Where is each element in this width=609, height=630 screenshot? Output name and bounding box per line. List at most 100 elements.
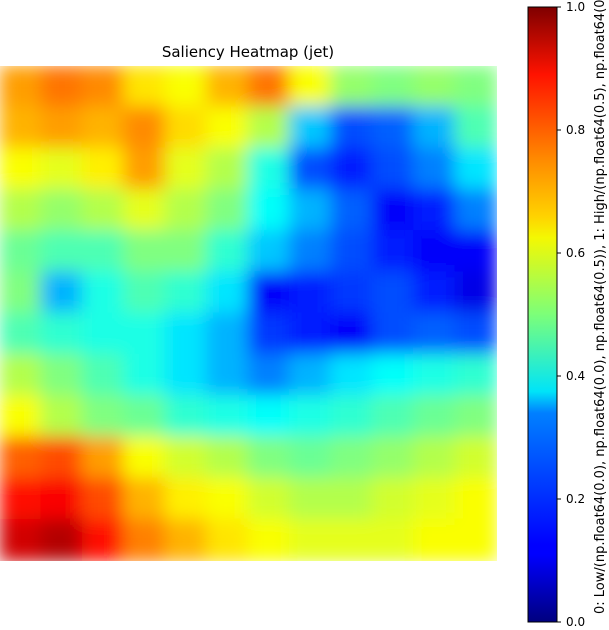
heatmap-cell	[288, 518, 333, 561]
heatmap-cell	[413, 518, 457, 561]
heatmap-cell	[330, 436, 374, 480]
heatmap-cell	[81, 518, 126, 561]
heatmap-cell	[0, 477, 43, 521]
heatmap-cell	[0, 188, 43, 232]
heatmap-cell	[371, 271, 416, 315]
heatmap-cell	[40, 66, 84, 109]
heatmap-cell	[123, 518, 167, 561]
heatmap-cell	[206, 147, 250, 191]
heatmap-cell	[164, 106, 209, 150]
heatmap-cell	[164, 271, 209, 315]
heatmap-cell	[288, 66, 333, 109]
heatmap-cell	[288, 147, 333, 191]
heatmap-cell	[40, 106, 84, 150]
heatmap-cell	[413, 353, 457, 397]
heatmap-cell	[206, 518, 250, 561]
heatmap-cell	[164, 477, 209, 521]
heatmap-cell	[81, 312, 126, 356]
heatmap-cell	[164, 66, 209, 109]
heatmap-cell	[247, 66, 291, 109]
heatmap-cell	[164, 312, 209, 356]
heatmap-cell	[0, 147, 43, 191]
heatmap-cell	[164, 518, 209, 561]
heatmap-cell	[454, 147, 497, 191]
heatmap-cell	[330, 66, 374, 109]
heatmap-cell	[0, 230, 43, 274]
heatmap-cell	[206, 271, 250, 315]
heatmap-cell	[247, 518, 291, 561]
heatmap-cell	[371, 106, 416, 150]
heatmap-plot-area	[0, 66, 497, 561]
heatmap-cell	[0, 271, 43, 315]
heatmap-cell	[81, 188, 126, 232]
heatmap-cell	[454, 312, 497, 356]
heatmap-cell	[40, 436, 84, 480]
heatmap-cell	[123, 147, 167, 191]
heatmap-cells	[0, 66, 497, 561]
heatmap-cell	[413, 271, 457, 315]
heatmap-cell	[288, 106, 333, 150]
heatmap-cell	[81, 230, 126, 274]
heatmap-cell	[371, 518, 416, 561]
heatmap-cell	[454, 436, 497, 480]
heatmap-cell	[454, 230, 497, 274]
heatmap-cell	[330, 477, 374, 521]
heatmap-cell	[0, 106, 43, 150]
heatmap-cell	[247, 271, 291, 315]
heatmap-cell	[81, 106, 126, 150]
heatmap-cell	[247, 353, 291, 397]
heatmap-cell	[330, 312, 374, 356]
heatmap-cell	[371, 436, 416, 480]
heatmap-cell	[81, 436, 126, 480]
heatmap-cell	[413, 106, 457, 150]
heatmap-cell	[330, 518, 374, 561]
heatmap-cell	[413, 436, 457, 480]
heatmap-cell	[371, 230, 416, 274]
heatmap-cell	[0, 395, 43, 439]
heatmap-cell	[288, 353, 333, 397]
heatmap-cell	[40, 271, 84, 315]
heatmap-cell	[40, 312, 84, 356]
heatmap-cell	[413, 188, 457, 232]
heatmap-cell	[164, 147, 209, 191]
heatmap-cell	[247, 436, 291, 480]
heatmap-cell	[123, 353, 167, 397]
heatmap-cell	[330, 188, 374, 232]
heatmap-cell	[247, 147, 291, 191]
heatmap-cell	[247, 230, 291, 274]
heatmap-cell	[371, 66, 416, 109]
colorbar-label: 0: Low/(np.float64(0.0), np.float64(0.0)…	[593, 0, 608, 614]
heatmap-cell	[413, 230, 457, 274]
heatmap-cell	[454, 106, 497, 150]
heatmap-cell	[288, 395, 333, 439]
heatmap-cell	[413, 477, 457, 521]
heatmap-cell	[81, 477, 126, 521]
heatmap-cell	[206, 188, 250, 232]
heatmap-cell	[0, 436, 43, 480]
heatmap-cell	[288, 312, 333, 356]
heatmap-cell	[454, 353, 497, 397]
heatmap-cell	[330, 230, 374, 274]
colorbar: 0.0 0.2 0.4 0.6 0.8 1.0 0: Low/(np.float64(0.…	[527, 0, 608, 629]
heatmap-cell	[206, 477, 250, 521]
heatmap-cell	[206, 353, 250, 397]
heatmap-cell	[123, 312, 167, 356]
heatmap-cell	[206, 395, 250, 439]
heatmap-cell	[40, 230, 84, 274]
colorbar-tick-label: 0.4	[566, 369, 585, 383]
heatmap-cell	[40, 477, 84, 521]
heatmap-cell	[330, 106, 374, 150]
heatmap-cell	[81, 66, 126, 109]
heatmap-cell	[81, 147, 126, 191]
heatmap-cell	[123, 230, 167, 274]
heatmap-cell	[40, 147, 84, 191]
heatmap-cell	[413, 395, 457, 439]
heatmap-cell	[164, 230, 209, 274]
heatmap-cell	[454, 271, 497, 315]
heatmap-cell	[206, 66, 250, 109]
chart-title: Saliency Heatmap (jet)	[162, 43, 334, 61]
heatmap-cell	[40, 353, 84, 397]
heatmap-cell	[164, 188, 209, 232]
heatmap-cell	[206, 436, 250, 480]
